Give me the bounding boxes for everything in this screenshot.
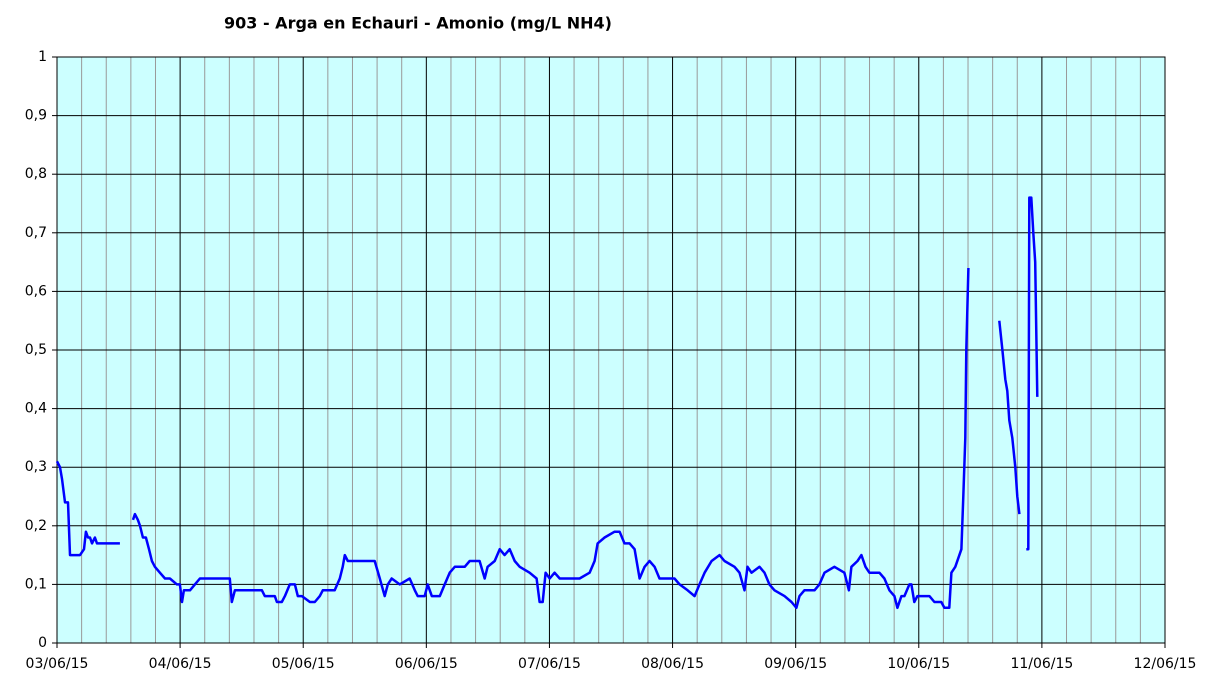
data-line [55,196,1039,610]
x-tick-label: 07/06/15 [518,656,581,672]
chart-title: 903 - Arga en Echauri - Amonio (mg/L NH4… [224,14,612,33]
x-tick-label: 06/06/15 [395,656,458,672]
y-tick-label: 0,9 [25,108,47,124]
y-tick-label: 1 [38,49,47,65]
y-tick-label: 0 [38,635,47,651]
y-tick-label: 0,2 [25,518,47,534]
y-tick-label: 0,6 [25,283,47,299]
x-tick-label: 09/06/15 [764,656,827,672]
x-tick-label: 10/06/15 [887,656,950,672]
x-tick-label: 08/06/15 [641,656,704,672]
y-tick-label: 0,4 [25,401,47,417]
x-tick-label: 12/06/15 [1134,656,1197,672]
y-tick-label: 0,8 [25,166,47,182]
y-tick-label: 0,3 [25,459,47,475]
y-tick-label: 0,7 [25,225,47,241]
x-tick-label: 05/06/15 [272,656,335,672]
y-tick-label: 0,1 [25,576,47,592]
x-tick-label: 04/06/15 [149,656,212,672]
x-tick-label: 11/06/15 [1010,656,1073,672]
plot-border [56,56,1166,644]
y-tick-label: 0,5 [25,342,47,358]
x-tick-label: 03/06/15 [26,656,89,672]
